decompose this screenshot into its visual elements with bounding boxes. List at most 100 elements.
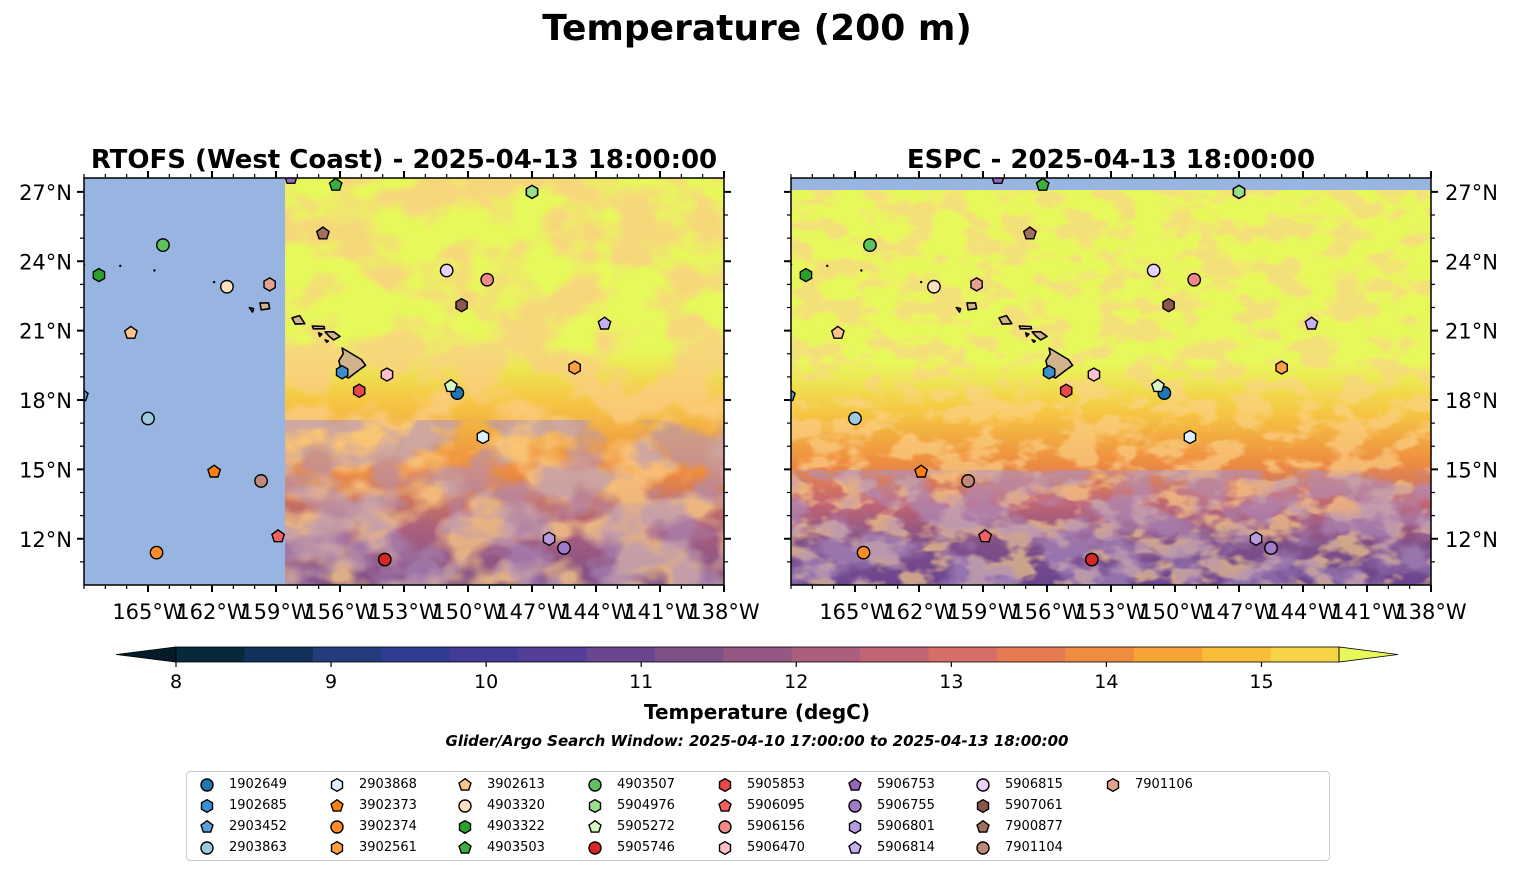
legend-label: 5906095 <box>747 798 805 813</box>
legend-label: 3902374 <box>359 819 417 834</box>
legend-marker-5906814 <box>848 840 862 854</box>
lat-tick-label: 21°N <box>19 320 72 344</box>
niihau-island <box>248 306 255 313</box>
legend-label: 3902561 <box>359 840 417 855</box>
legend-marker-5906095 <box>718 798 732 812</box>
colorbar-tick-label: 14 <box>1094 671 1118 693</box>
float-5906815-marker <box>439 263 454 278</box>
float-5906755-marker <box>1264 541 1278 555</box>
legend-marker-7900877 <box>976 819 990 833</box>
colorbar-segment <box>449 647 519 662</box>
legend-label: 5906753 <box>877 777 935 792</box>
float-5906470-marker <box>380 367 394 382</box>
colorbar-segment <box>1270 647 1340 662</box>
float-5906470-marker <box>1087 367 1101 382</box>
legend-marker-4903320 <box>458 799 472 813</box>
legend-label: 5906470 <box>747 840 805 855</box>
lon-tick-label: 138°W <box>1395 600 1467 624</box>
legend-label: 5905272 <box>617 819 675 834</box>
lat-tick-label: 18°N <box>1445 389 1498 413</box>
float-2903863-marker <box>141 411 155 426</box>
float-3902373-marker <box>207 464 222 478</box>
legend-marker-7901104 <box>976 841 990 855</box>
float-3902561-marker <box>568 360 581 375</box>
float-legend: 1902649 1902685 2903452 2903863 2903868 39023… <box>186 771 1330 861</box>
lat-tick-label: 27°N <box>1445 181 1498 205</box>
legend-marker-5906470 <box>718 840 732 856</box>
colorbar-segment <box>586 647 656 662</box>
float-4903503-marker <box>328 178 343 191</box>
islet-2 <box>212 280 216 284</box>
lat-tick-label: 21°N <box>1445 320 1498 344</box>
lon-tick-label: 159°W <box>947 600 1019 624</box>
float-3902613-marker <box>830 325 845 339</box>
oahu-island <box>998 314 1013 325</box>
maui-island <box>1031 331 1048 341</box>
espc-panel-title: ESPC - 2025-04-13 18:00:00 <box>907 145 1315 175</box>
molokai-island <box>311 325 326 330</box>
float-2903868-marker <box>1183 429 1197 445</box>
legend-marker-3902613 <box>458 777 472 791</box>
float-5906095-marker <box>978 529 993 543</box>
float-5906801-marker <box>1249 531 1263 547</box>
colorbar-segment <box>381 647 451 662</box>
legend-marker-5907061 <box>976 798 990 814</box>
legend-label: 4903507 <box>617 777 675 792</box>
lon-tick-label: 153°W <box>368 600 440 624</box>
legend-label: 4903322 <box>487 819 545 834</box>
espc-nodata-region <box>791 178 1431 190</box>
legend-marker-5906753 <box>848 777 862 791</box>
float-5906753-marker <box>284 178 298 185</box>
float-5906156-marker <box>1187 272 1202 287</box>
colorbar-tick-label: 11 <box>629 671 653 693</box>
float-5906753-marker <box>991 178 1005 185</box>
legend-marker-5904976 <box>588 798 602 814</box>
legend-label: 2903868 <box>359 777 417 792</box>
islet-2 <box>919 280 923 284</box>
legend-marker-2903868 <box>330 777 344 793</box>
kauai-island <box>966 302 978 311</box>
float-5905272-marker <box>1150 378 1165 393</box>
float-3902374-marker <box>149 545 164 560</box>
legend-label: 3902373 <box>359 798 417 813</box>
islet-0 <box>826 264 829 268</box>
legend-marker-2903863 <box>200 841 214 855</box>
colorbar-segment <box>654 647 724 662</box>
legend-marker-7901106 <box>1106 777 1120 793</box>
legend-marker-3902374 <box>330 820 344 834</box>
colorbar-segment <box>518 647 587 662</box>
float-5905272-marker <box>443 378 458 393</box>
rtofs-temperature-field <box>84 178 724 585</box>
lat-tick-label: 15°N <box>1445 458 1498 482</box>
float-5904976-marker <box>1232 184 1246 200</box>
float-5906814-marker <box>1304 316 1319 330</box>
float-5906095-marker <box>271 529 286 543</box>
float-4903507-marker <box>156 238 170 252</box>
lon-tick-label: 153°W <box>1075 600 1147 624</box>
float-5905853-marker <box>352 383 366 399</box>
molokai-island <box>1018 325 1033 330</box>
lon-tick-label: 165°W <box>112 600 184 624</box>
float-3902374-marker <box>856 545 871 560</box>
colorbar-label: Temperature (degC) <box>644 700 870 724</box>
legend-label: 5904976 <box>617 798 675 813</box>
lat-tick-label: 12°N <box>19 528 72 552</box>
lanai-island <box>1024 332 1030 338</box>
legend-label: 4903320 <box>487 798 545 813</box>
lon-tick-label: 144°W <box>560 600 632 624</box>
float-5905746-marker <box>1084 552 1099 567</box>
float-5906755-marker <box>557 541 571 555</box>
float-4903320-marker <box>927 279 941 294</box>
legend-label: 5906801 <box>877 819 935 834</box>
legend-label: 5907061 <box>1005 798 1063 813</box>
legend-marker-4903322 <box>458 819 472 835</box>
float-2903452-marker <box>84 389 89 402</box>
float-3902561-marker <box>1275 360 1289 375</box>
legend-marker-5906755 <box>848 799 862 813</box>
legend-marker-5906156 <box>718 820 732 834</box>
float-5907061-marker <box>455 297 468 313</box>
lon-tick-label: 138°W <box>688 600 760 624</box>
float-4903507-marker <box>863 238 877 252</box>
colorbar-tick-label: 8 <box>170 671 182 693</box>
float-7901104-marker <box>254 474 268 488</box>
